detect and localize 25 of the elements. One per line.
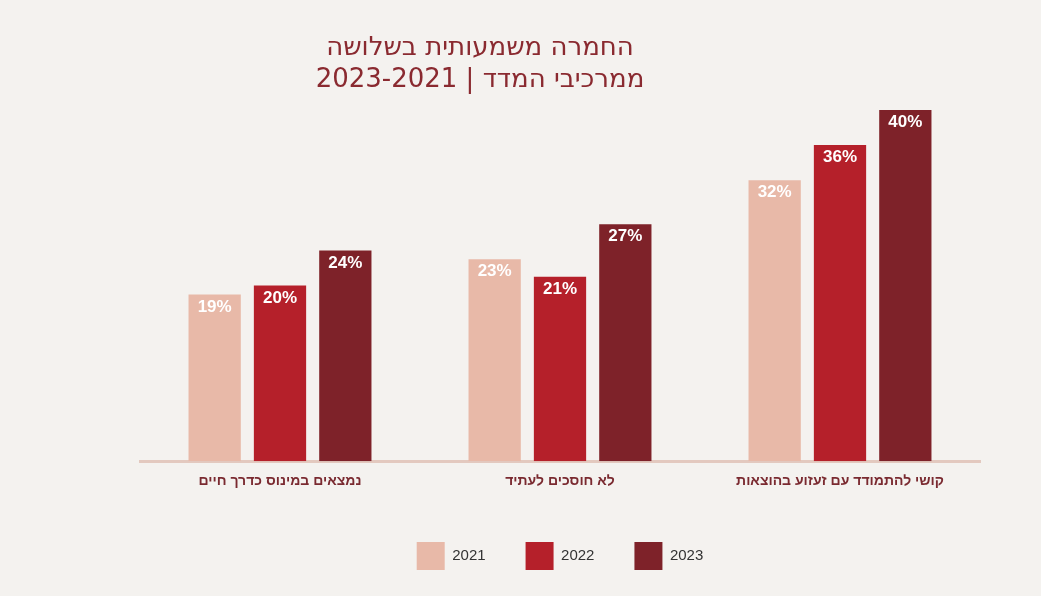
x-tick-label: נמצאים במינוס כדרך חיים: [198, 472, 362, 489]
legend-label: 2023: [669, 546, 704, 564]
bar: [468, 259, 521, 462]
data-label: 40%: [888, 112, 923, 132]
bar: [813, 145, 867, 462]
data-label: 21%: [542, 279, 578, 299]
x-tick-label: לא חוסכים לעתיד: [505, 472, 615, 489]
legend-label: 2021: [452, 546, 486, 564]
data-label: 20%: [262, 287, 298, 307]
bar: [253, 285, 307, 462]
bar: [748, 180, 801, 462]
legend-label: 2022: [561, 546, 595, 564]
data-label: 23%: [477, 261, 512, 281]
data-label: 27%: [608, 226, 643, 246]
x-tick-label: קושי להתמודד עם זעזוע בהוצאות: [736, 472, 944, 489]
chart-title: החמרה משמעותית בשלושה ממרכיבי המדד | 2023-2021: [314, 30, 646, 94]
bar: [533, 276, 587, 462]
data-label: 19%: [197, 296, 232, 316]
bar: [599, 224, 652, 462]
data-label: 24%: [328, 252, 363, 272]
bar: [188, 294, 241, 462]
data-label: 36%: [822, 147, 858, 167]
data-label: 32%: [757, 182, 792, 202]
bar: [879, 110, 932, 462]
bar: [319, 250, 372, 462]
